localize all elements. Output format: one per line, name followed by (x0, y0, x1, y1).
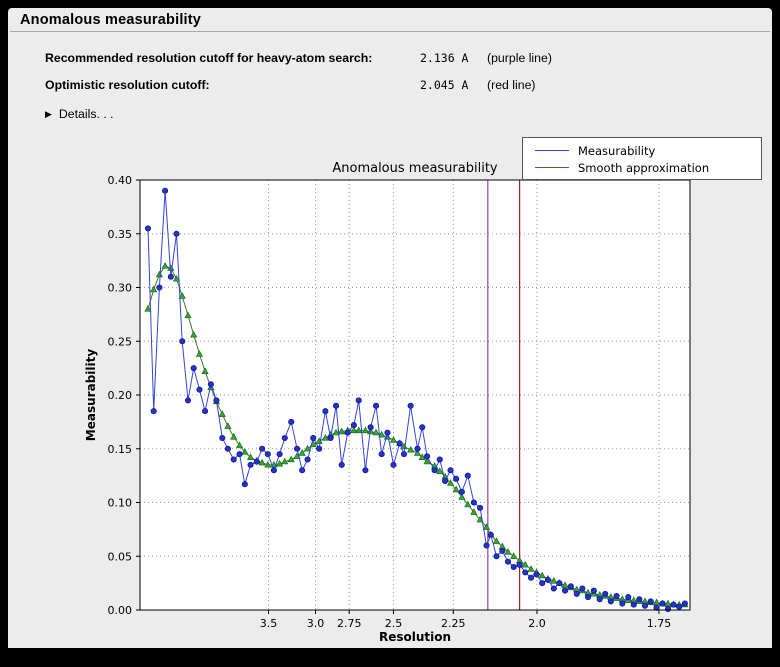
svg-text:Measurability: Measurability (84, 349, 98, 442)
blue-line-sample (535, 150, 569, 151)
details-label: Details. . . (58, 107, 114, 121)
svg-text:2.0: 2.0 (528, 617, 546, 630)
svg-text:0.25: 0.25 (108, 335, 133, 348)
optimistic-cutoff-note: (red line) (487, 77, 536, 92)
svg-text:0.15: 0.15 (108, 443, 133, 456)
legend-item-smooth-approximation: Smooth approximation (535, 159, 761, 176)
svg-text:3.5: 3.5 (260, 617, 278, 630)
svg-text:0.05: 0.05 (108, 550, 133, 563)
svg-text:0.30: 0.30 (108, 282, 133, 295)
info-section: Recommended resolution cutoff for heavy-… (8, 32, 772, 98)
anomalous-measurability-panel: Anomalous measurability Recommended reso… (8, 8, 772, 648)
legend-label-measurability: Measurability (578, 143, 656, 158)
svg-text:0.10: 0.10 (108, 497, 133, 510)
disclosure-triangle-icon: ▶ (45, 108, 52, 119)
info-row-optimistic-cutoff: Optimistic resolution cutoff: 2.045 A (r… (45, 71, 772, 98)
svg-text:0.40: 0.40 (108, 174, 133, 187)
panel-title: Anomalous measurability (20, 11, 202, 28)
panel-header: Anomalous measurability (8, 8, 772, 31)
svg-text:Resolution: Resolution (379, 630, 451, 644)
svg-text:2.75: 2.75 (337, 617, 362, 630)
green-line-sample (535, 167, 569, 168)
svg-text:1.75: 1.75 (647, 617, 672, 630)
legend-label-smooth-approximation: Smooth approximation (578, 160, 710, 175)
legend-item-measurability: Measurability (535, 142, 761, 159)
measurability-plot: 0.00 0.05 0.10 0.15 0.20 0.25 0.30 0.35 0.40 3.5 3… (84, 161, 691, 644)
info-row-recommended-cutoff: Recommended resolution cutoff for heavy-… (45, 44, 772, 71)
recommended-cutoff-label: Recommended resolution cutoff for heavy-… (45, 50, 373, 65)
svg-text:0.00: 0.00 (108, 604, 133, 617)
header-divider (10, 31, 770, 32)
details-disclosure[interactable]: ▶ Details. . . (45, 107, 155, 121)
svg-text:3.0: 3.0 (307, 617, 325, 630)
svg-text:Anomalous measurability: Anomalous measurability (332, 161, 498, 176)
optimistic-cutoff-value: 2.045 A (420, 77, 469, 92)
optimistic-cutoff-label: Optimistic resolution cutoff: (45, 77, 210, 92)
svg-text:2.5: 2.5 (385, 617, 403, 630)
chart-area: 0.00 0.05 0.10 0.15 0.20 0.25 0.30 0.35 0.40 3.5 3… (58, 128, 772, 645)
svg-text:0.20: 0.20 (108, 389, 133, 402)
recommended-cutoff-note: (purple line) (487, 50, 552, 65)
svg-text:2.25: 2.25 (441, 617, 466, 630)
svg-text:0.35: 0.35 (108, 228, 133, 241)
chart-legend: Measurability Smooth approximation (522, 137, 762, 180)
recommended-cutoff-value: 2.136 A (420, 50, 469, 65)
